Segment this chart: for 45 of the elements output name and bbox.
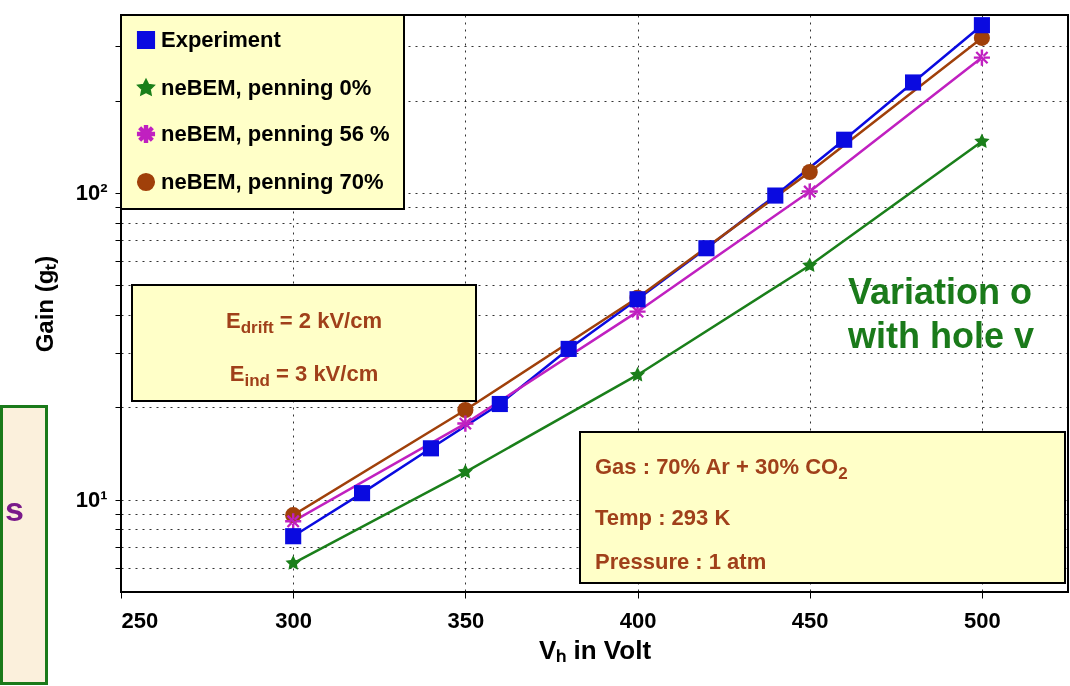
- point: [422, 440, 439, 457]
- point: [973, 17, 990, 34]
- point: [285, 513, 302, 530]
- point: [457, 464, 474, 479]
- x-tick-label: 350: [447, 607, 485, 633]
- text-box: E$_{drift}$ = 2 kV/cm E$_{ind}$ = 3 kV/cm: [131, 284, 477, 402]
- annotation: Variation o: [848, 270, 1034, 314]
- x-tick-label: 450: [791, 607, 829, 633]
- y-tick-label: 10¹: [75, 487, 108, 513]
- point: [836, 131, 853, 148]
- point: [767, 187, 784, 204]
- point: [560, 340, 577, 357]
- point: [802, 257, 818, 272]
- point: [698, 240, 715, 257]
- text-box: s: [0, 405, 48, 685]
- x-tick-label: 250: [121, 607, 159, 633]
- annotation: E$_{drift}$ = 2 kV/cm: [225, 307, 383, 340]
- x-axis-title: Vₕ in Volt: [538, 634, 652, 665]
- legend-label: neBEM, penning 70%: [161, 169, 384, 194]
- annotation: Temp : 293 K: [595, 504, 732, 533]
- point: [801, 183, 818, 200]
- text-box: Gas : 70% Ar + 30% CO$_{2}$ Temp : 293 K Pressure : 1 atm: [579, 431, 1066, 584]
- legend-label: neBEM, penning 56 %: [161, 121, 390, 146]
- annotation: Gas : 70% Ar + 30% CO$_{2}$: [595, 453, 849, 486]
- point: [629, 366, 646, 382]
- x-tick-label: 400: [619, 607, 657, 633]
- annotation: E$_{ind}$ = 3 kV/cm: [228, 360, 380, 393]
- y-tick-label: 10²: [75, 180, 108, 206]
- point: [491, 395, 508, 413]
- point: [457, 415, 474, 432]
- point: [353, 485, 371, 502]
- y-axis-title: Gain (gₜ): [30, 255, 58, 353]
- legend-label: Experiment: [161, 27, 282, 52]
- annotation: Pressure : 1 atm: [595, 548, 768, 577]
- point: [457, 401, 474, 419]
- x-tick-label: 300: [275, 607, 313, 633]
- point: [801, 163, 818, 180]
- point: [904, 74, 922, 91]
- point: [285, 528, 302, 545]
- point: [973, 49, 990, 66]
- annotation: with hole v: [848, 314, 1035, 358]
- x-tick-label: 500: [964, 607, 1001, 633]
- legend-label: neBEM, penning 0%: [161, 75, 372, 100]
- point: [285, 555, 301, 570]
- point: [974, 133, 990, 149]
